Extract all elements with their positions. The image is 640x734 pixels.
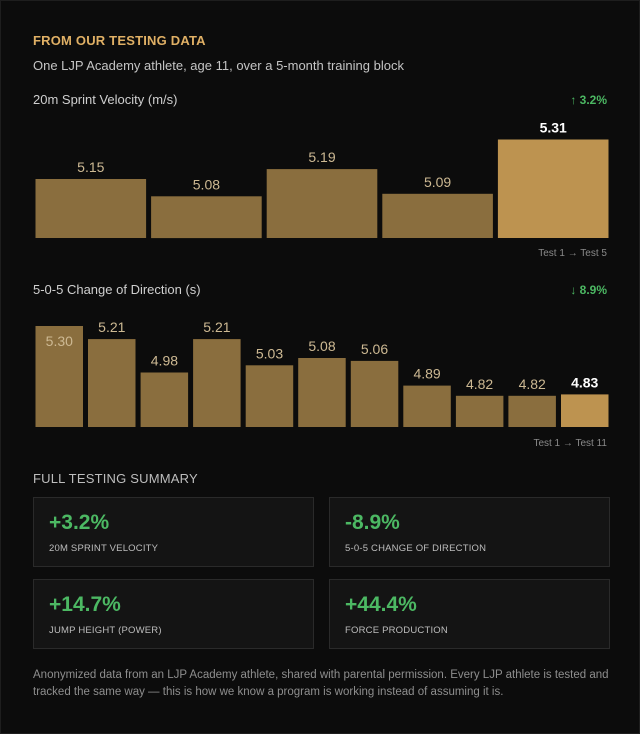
chart-bar [497,139,609,238]
cod-chart-delta: ↓ 8.9% [570,283,607,297]
bar-value-label: 5.06 [361,341,388,357]
chart-bar [455,395,504,427]
cod-chart-title: 5-0-5 Change of Direction (s) [33,282,201,297]
chart-bar [88,339,136,427]
sprint-velocity-chart: 5.15 5.08 5.19 5.09 5.31 [35,120,609,239]
bar-value-label: 4.89 [413,366,440,382]
stat-label: JUMP HEIGHT (POWER) [49,625,162,636]
bar-value-label: 5.15 [77,159,104,175]
chart-bar [403,385,451,427]
sprint-chart-title: 20m Sprint Velocity (m/s) [33,92,178,107]
chart-bar [151,196,262,239]
sprint-chart-delta: ↑ 3.2% [570,93,607,107]
sprint-range-note: Test 1 → Test 5 [538,248,607,259]
bar-value-label: 5.30 [46,333,73,349]
bar-value-label: 5.19 [308,149,335,165]
chart-bar [508,395,556,427]
stat-card-sprint: +3.2% 20M SPRINT VELOCITY [33,497,314,567]
chart-bar [245,365,294,427]
stat-label: FORCE PRODUCTION [345,625,448,636]
stat-label: 20M SPRINT VELOCITY [49,543,159,554]
bar-value-label: 5.03 [256,345,283,361]
bar-value-label: 5.08 [308,338,335,354]
chart-bar [561,394,609,427]
bar-value-label: 4.83 [571,374,598,390]
stat-card-force: +44.4% FORCE PRODUCTION [329,579,610,649]
stat-value: +44.4% [345,593,417,616]
bar-value-label: 5.21 [98,319,125,335]
chart-bar [382,193,493,238]
chart-bar [35,326,83,427]
stat-label: 5-0-5 CHANGE OF DIRECTION [345,543,487,554]
chart-bar [266,169,378,238]
chart-bar [350,360,399,427]
stat-value: +14.7% [49,593,121,616]
bar-value-label: 4.82 [519,376,546,392]
stat-value: -8.9% [345,511,400,534]
bar-value-label: 5.21 [203,319,230,335]
summary-title: FULL TESTING SUMMARY [33,471,198,486]
chart-bar [140,372,189,427]
bar-value-label: 4.98 [151,353,178,369]
bar-value-label: 5.09 [424,174,451,190]
cod-range-note: Test 1 → Test 11 [533,438,607,449]
change-of-direction-chart: 5.30 5.21 4.98 5.21 5.03 5.08 5.06 4.89 4.82 4.82… [35,319,609,427]
stat-card-jump: +14.7% JUMP HEIGHT (POWER) [33,579,314,649]
section-subtitle: One LJP Academy athlete, age 11, over a … [33,58,404,73]
chart-bar [35,179,147,238]
section-kicker: FROM OUR TESTING DATA [33,33,206,48]
chart-bar [193,339,241,427]
bar-value-label: 4.82 [466,376,493,392]
stat-card-cod: -8.9% 5-0-5 CHANGE OF DIRECTION [329,497,610,567]
bar-value-label: 5.31 [540,120,567,136]
chart-bar [298,358,346,427]
footnote: Anonymized data from an LJP Academy athl… [33,669,609,698]
bar-value-label: 5.08 [193,176,220,192]
stat-value: +3.2% [49,511,110,534]
